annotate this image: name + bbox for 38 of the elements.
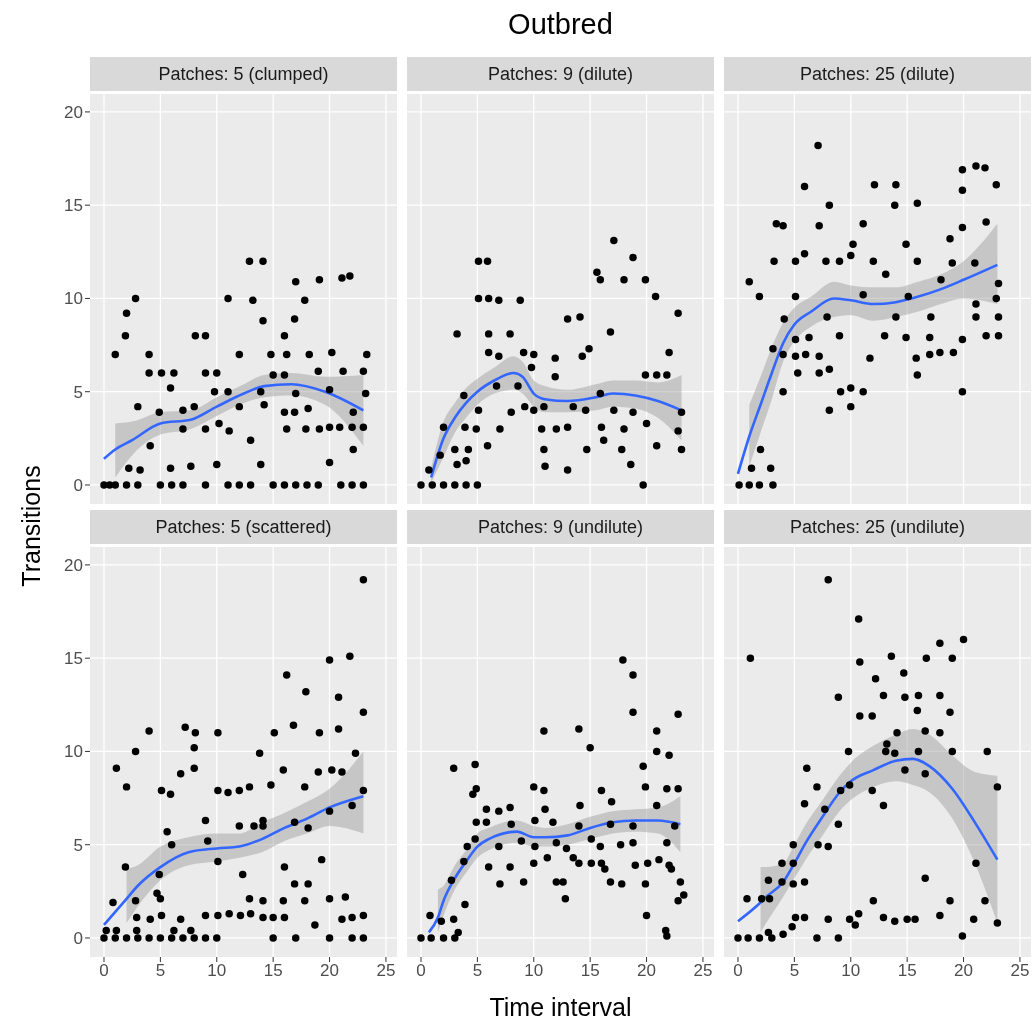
x-tick-label: 20 (637, 961, 657, 981)
y-tick-label: 5 (73, 382, 83, 402)
x-tick-label: 20 (320, 961, 340, 981)
x-tick-label: 20 (954, 961, 974, 981)
line-series (102, 382, 365, 461)
y-tick-label: 0 (73, 476, 83, 496)
y-tick-label: 5 (73, 835, 83, 855)
chart-subtitle: Patches: 25 (dilute) (724, 57, 1031, 91)
y-tick-label: 10 (64, 742, 83, 762)
y-tick-label: 10 (64, 289, 83, 309)
chart-subtitle: Patches: 25 (undilute) (724, 510, 1031, 544)
x-tick-label: 25 (1010, 961, 1030, 981)
x-tick-label: 10 (841, 961, 861, 981)
y-tick-label: 15 (64, 196, 83, 216)
x-tick-label: 25 (376, 961, 396, 981)
y-tick-label: 15 (64, 649, 83, 669)
x-tick-label: 10 (524, 961, 544, 981)
y-tick-label: 20 (64, 555, 83, 575)
y-axis-title: Transitions (16, 465, 46, 587)
x-tick-label: 15 (580, 961, 600, 981)
x-tick-label: 15 (263, 961, 283, 981)
x-tick-label: 5 (789, 961, 800, 981)
y-tick-label: 0 (73, 929, 83, 949)
chart-subtitle: Patches: 9 (undilute) (407, 510, 714, 544)
x-tick-label: 5 (472, 961, 483, 981)
x-tick-label: 5 (155, 961, 166, 981)
chart-subtitle: Patches: 5 (scattered) (90, 510, 397, 544)
x-tick-label: 25 (693, 961, 713, 981)
chart-subtitle: Patches: 5 (clumped) (90, 57, 397, 91)
chart-subtitle: Patches: 9 (dilute) (407, 57, 714, 91)
x-tick-label: 10 (207, 961, 227, 981)
x-tick-label: 0 (733, 961, 743, 981)
x-tick-label: 15 (897, 961, 917, 981)
x-tick-label: 0 (416, 961, 426, 981)
chart-title: Outbred (507, 8, 614, 41)
x-tick-label: 0 (99, 961, 109, 981)
y-tick-label: 20 (64, 102, 83, 122)
x-axis-title: Time interval (488, 993, 633, 1022)
